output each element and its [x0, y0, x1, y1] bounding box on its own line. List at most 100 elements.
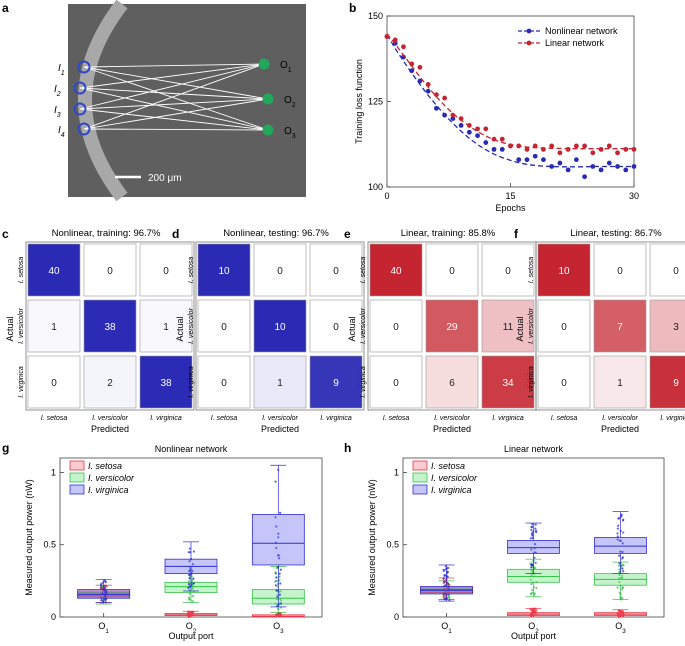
sample-point-versicolor: [618, 571, 621, 574]
y-tick-label: 100: [368, 182, 383, 192]
connection-line: [83, 66, 269, 131]
matrix-cell-value: 9: [673, 378, 679, 389]
data-point-linear: [606, 143, 612, 149]
matrix-cell: [27, 299, 81, 353]
legend-swatch-virginica: [69, 484, 85, 495]
predicted-axis-label: Predicted: [433, 424, 471, 434]
x-axis-label: Output port: [168, 631, 214, 641]
sample-point-virginica: [619, 550, 622, 553]
matrix-cell: [83, 355, 137, 409]
sample-point-versicolor: [188, 596, 191, 599]
matrix-title: Linear, testing: 86.7%: [570, 228, 662, 239]
sample-point-virginica: [621, 542, 624, 545]
sample-point-virginica: [531, 533, 534, 536]
matrix-cell: [593, 355, 647, 409]
matrix-cell-value: 10: [218, 266, 230, 277]
panel-label-e: e: [344, 227, 351, 241]
matrix-cell-value: 0: [505, 266, 511, 277]
data-point-linear: [458, 116, 464, 121]
data-point-linear: [590, 150, 596, 156]
data-point-linear: [491, 136, 497, 142]
output-label-main: O: [280, 60, 288, 71]
sample-point-setosa: [442, 596, 445, 599]
legend-label: I. virginica: [431, 485, 472, 495]
data-point-linear: [417, 64, 423, 70]
x-tick-label-sub: 1: [105, 628, 109, 635]
sample-point-virginica: [275, 576, 278, 579]
connection-line: [79, 98, 269, 110]
sample-point-virginica: [279, 568, 282, 571]
input-node: [73, 81, 87, 95]
legend-label: I. setosa: [88, 461, 122, 471]
scalebar-label: 200 μm: [148, 173, 182, 184]
waveguide-arc: [78, 0, 128, 202]
input-label-sub: 3: [57, 112, 61, 119]
sample-point-versicolor: [621, 576, 624, 579]
data-point-nonlinear: [623, 167, 629, 173]
sample-point-versicolor: [618, 577, 621, 580]
data-point-nonlinear: [524, 157, 530, 163]
sample-point-virginica: [188, 585, 192, 588]
matrix-cell: [309, 299, 363, 353]
data-point-linear: [442, 95, 448, 101]
connection-line: [83, 63, 265, 130]
row-label: I. versicolor: [528, 307, 535, 343]
sample-point-virginica: [618, 562, 621, 565]
sample-point-virginica: [444, 598, 447, 601]
sample-point-virginica: [617, 524, 620, 527]
sample-point-versicolor: [191, 587, 194, 590]
data-point-nonlinear: [615, 164, 620, 169]
data-point-nonlinear: [582, 174, 587, 180]
y-axis-label: Measured output power (nW): [24, 479, 34, 596]
connection-line: [79, 108, 269, 131]
sample-point-virginica: [279, 602, 283, 605]
sample-point-setosa: [191, 611, 194, 614]
data-point-nonlinear: [541, 157, 546, 163]
data-point-linear: [401, 44, 406, 50]
matrix-cell: [649, 299, 685, 353]
matrix-cell-value: 0: [221, 322, 227, 333]
sample-point-versicolor: [618, 573, 621, 576]
matrix-cell: [369, 299, 423, 353]
legend-label: I. versicolor: [88, 473, 135, 483]
data-point-nonlinear: [631, 164, 637, 169]
matrix-frame: [25, 241, 195, 411]
matrix-cell-value: 0: [449, 266, 455, 277]
input-label: I2: [54, 84, 61, 98]
matrix-cell-value: 29: [446, 322, 458, 333]
output-label-sub: 3: [292, 133, 296, 140]
matrix-cell-value: 7: [617, 322, 623, 333]
sample-point-virginica: [618, 554, 621, 557]
sample-point-virginica: [443, 580, 446, 583]
column-label: I. virginica: [492, 415, 524, 422]
x-axis-label: Epochs: [495, 203, 526, 213]
column-label: I. versicolor: [262, 415, 298, 422]
sample-point-versicolor: [621, 574, 624, 577]
data-point-nonlinear: [598, 167, 604, 173]
matrix-cell-value: 1: [51, 322, 57, 333]
sample-point-virginica: [530, 566, 533, 569]
output-label-main: O: [284, 126, 292, 137]
data-point-nonlinear: [590, 164, 596, 169]
sample-point-virginica: [278, 572, 281, 575]
sample-point-versicolor: [622, 586, 625, 589]
matrix-cell-value: 40: [390, 266, 402, 277]
fit-line-nonlinear: [386, 34, 634, 168]
matrix-cell: [253, 299, 307, 353]
matrix-cell-value: 10: [558, 266, 570, 277]
sample-point-virginica: [188, 577, 191, 580]
sample-point-versicolor: [616, 586, 619, 589]
matrix-cell: [197, 355, 251, 409]
sample-point-versicolor: [618, 564, 621, 567]
data-point-nonlinear: [475, 133, 480, 139]
data-point-linear: [623, 146, 629, 152]
sample-point-virginica: [616, 535, 619, 538]
sample-point-virginica: [447, 566, 450, 570]
x-tick-label-sub: 2: [535, 628, 539, 635]
data-point-linear: [425, 82, 431, 87]
matrix-cell-value: 0: [561, 378, 567, 389]
y-tick-label: 0.5: [43, 540, 56, 550]
matrix-cell: [649, 243, 685, 297]
matrix-cell: [425, 299, 479, 353]
